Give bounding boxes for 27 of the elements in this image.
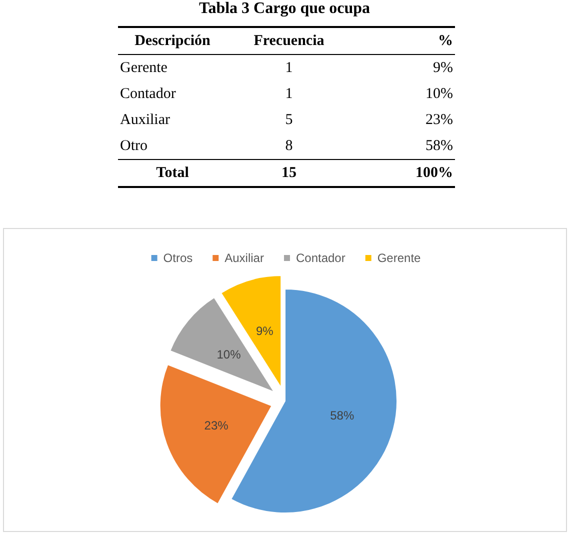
text: Auxiliar — [119, 110, 171, 130]
text: Tabla 3 Cargo que ocupa — [198, 0, 371, 18]
text: 15 — [280, 164, 298, 182]
text: Otro — [119, 136, 148, 156]
text: 58% — [424, 136, 454, 156]
text: % — [437, 32, 454, 50]
text: Descripción — [134, 32, 212, 50]
text: 1 — [284, 58, 294, 78]
text: Frecuencia — [252, 32, 326, 50]
data-label: 9% — [256, 324, 274, 338]
text: 100% — [414, 164, 454, 182]
text: 10% — [424, 84, 454, 104]
text: 1 — [284, 84, 294, 104]
data-label: 10% — [216, 347, 242, 362]
text: 23% — [424, 110, 454, 130]
legend-label: Auxiliar — [224, 251, 264, 265]
legend-label: Contador — [296, 251, 346, 265]
data-label: 23% — [204, 418, 229, 433]
text: Contador — [119, 84, 177, 104]
text: Gerente — [119, 58, 168, 78]
text: 8 — [284, 136, 294, 156]
data-label: 58% — [330, 408, 354, 423]
text: Total — [155, 164, 190, 182]
text: 9% — [432, 58, 454, 78]
text: 5 — [284, 110, 294, 130]
legend-label: Gerente — [377, 251, 422, 265]
legend-label: Otros — [163, 251, 193, 265]
